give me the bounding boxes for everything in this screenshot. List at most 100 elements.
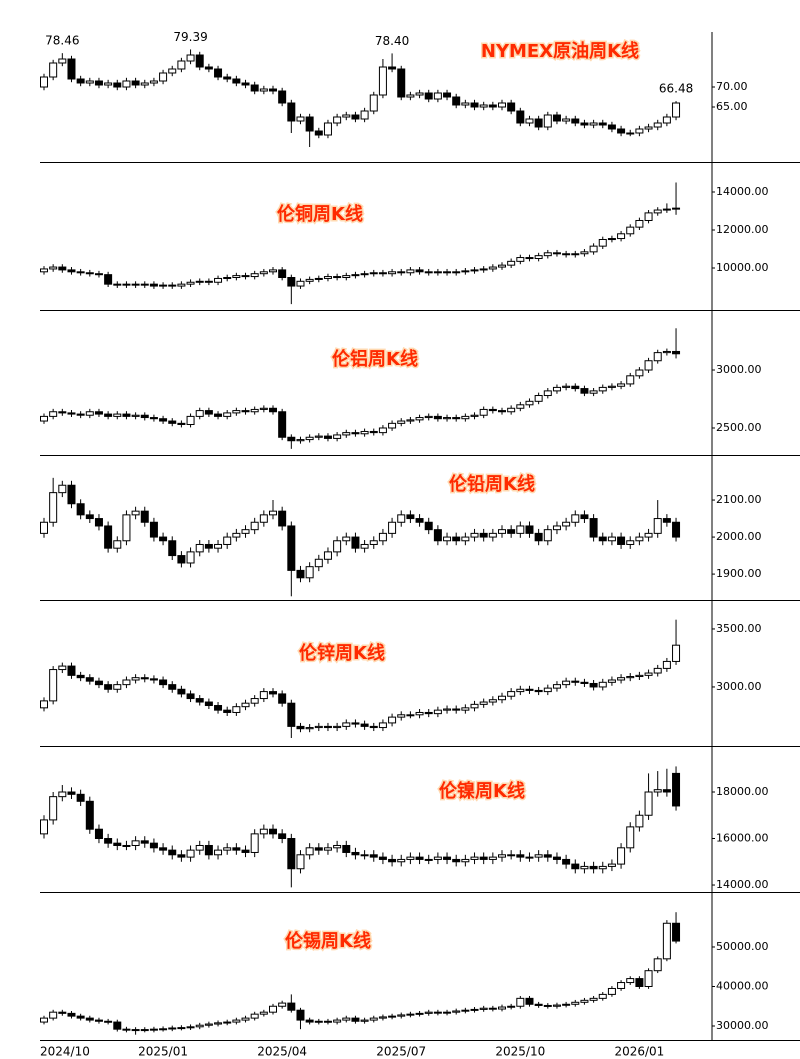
candle-body	[223, 847, 232, 851]
candle-body	[406, 714, 415, 717]
candle-body	[278, 693, 287, 704]
candle-body	[214, 1022, 223, 1025]
candle-body	[543, 390, 552, 397]
candle-body	[461, 102, 470, 106]
candle-body	[122, 283, 131, 286]
candle-body	[159, 679, 168, 686]
candle-body	[571, 385, 580, 390]
candle-body	[479, 532, 488, 538]
candle-body	[360, 854, 369, 857]
candle-body	[342, 722, 351, 727]
candle-body	[507, 407, 516, 413]
candle-body	[498, 410, 506, 413]
candle-body	[452, 858, 461, 863]
candle-body	[635, 978, 644, 987]
candle-body	[507, 854, 516, 857]
candle-body	[378, 856, 387, 860]
candle-body	[360, 273, 369, 276]
candle-body	[113, 413, 122, 417]
candle-body	[543, 854, 552, 858]
candle-body	[204, 1023, 213, 1026]
candle-body	[278, 269, 287, 279]
candle-body	[369, 725, 378, 729]
candle-body	[122, 1028, 131, 1031]
candle-body	[351, 722, 360, 725]
candle-body	[296, 569, 305, 579]
candle-body	[195, 280, 204, 283]
candle-body	[49, 796, 58, 821]
panel-title: 伦锡周K线	[285, 930, 371, 952]
candle-body	[580, 514, 589, 520]
candle-body	[516, 854, 525, 858]
high-label: 66.48	[659, 82, 693, 96]
candle-body	[580, 865, 589, 870]
candle-body	[635, 369, 644, 377]
candle-body	[85, 1017, 94, 1021]
candle-body	[461, 415, 470, 420]
candle-body	[360, 110, 369, 120]
candle-body	[131, 1029, 140, 1032]
candle-body	[287, 277, 296, 287]
candle-body	[104, 1020, 113, 1023]
y-tick-label: 3000.00	[716, 680, 762, 693]
candle-body	[259, 828, 268, 835]
candle-body	[269, 88, 277, 92]
candle-body	[94, 828, 103, 840]
candle-body	[672, 102, 681, 118]
candle-body	[58, 266, 67, 271]
candle-body	[40, 268, 48, 273]
candle-body	[562, 521, 571, 527]
candle-body	[186, 281, 195, 285]
candle-body	[598, 386, 607, 392]
candle-body	[433, 529, 442, 542]
candle-body	[159, 1028, 168, 1031]
candle-body	[516, 110, 525, 124]
candle-body	[333, 844, 342, 849]
candle-body	[58, 665, 67, 671]
candle-body	[672, 350, 681, 355]
candle-body	[516, 688, 525, 693]
candle-body	[323, 847, 332, 851]
high-label: 79.39	[173, 30, 207, 44]
y-tick-label: 2500.00	[716, 421, 762, 434]
candle-body	[76, 674, 85, 679]
candle-body	[104, 274, 113, 285]
candle-body	[461, 1009, 470, 1012]
candle-body	[617, 536, 626, 545]
candle-body	[543, 687, 552, 693]
candle-body	[369, 272, 378, 275]
candle-body	[177, 1027, 186, 1030]
candle-body	[424, 92, 433, 100]
candle-body	[204, 543, 213, 549]
candle-body	[543, 529, 552, 542]
candle-body	[49, 62, 58, 78]
candle-body	[525, 997, 534, 1005]
candle-body	[662, 518, 671, 523]
candle-body	[534, 1003, 543, 1006]
candle-body	[186, 415, 195, 426]
panel-title: 伦锌周K线	[299, 642, 385, 664]
candle-body	[369, 94, 378, 112]
candle-body	[250, 833, 259, 853]
candle-body	[552, 1004, 561, 1007]
candle-body	[552, 252, 561, 255]
candle-body	[653, 667, 662, 674]
candle-body	[479, 408, 488, 416]
candle-body	[534, 854, 543, 858]
candle-body	[214, 849, 223, 856]
candle-body	[397, 714, 406, 718]
candle-body	[113, 82, 122, 88]
candle-body	[662, 789, 671, 793]
candle-body	[241, 410, 250, 413]
candle-body	[149, 80, 158, 84]
candle-body	[534, 532, 543, 542]
candle-body	[525, 525, 534, 534]
candle-body	[452, 96, 461, 106]
candle-body	[159, 418, 168, 422]
candle-body	[259, 407, 268, 410]
candle-body	[296, 854, 305, 870]
candle-body	[397, 420, 406, 424]
candle-body	[168, 1027, 177, 1030]
candle-body	[433, 709, 442, 715]
